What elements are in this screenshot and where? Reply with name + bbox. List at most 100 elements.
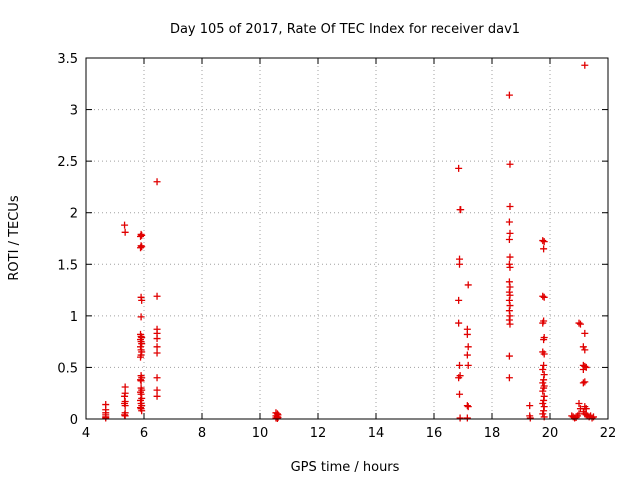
data-point	[505, 91, 513, 99]
x-tick-label: 20	[542, 426, 559, 441]
data-point	[539, 365, 547, 373]
data-point	[576, 320, 584, 328]
data-point	[121, 221, 129, 229]
data-point	[464, 361, 472, 369]
data-point	[581, 61, 589, 69]
y-tick-label: 2.5	[57, 155, 78, 170]
data-point	[464, 403, 472, 411]
data-point	[539, 410, 547, 418]
chart-title: Day 105 of 2017, Rate Of TEC Index for r…	[170, 22, 520, 37]
data-point	[456, 414, 464, 422]
data-point	[540, 384, 548, 392]
data-point	[506, 160, 514, 168]
data-point	[153, 335, 161, 343]
data-point	[137, 244, 145, 252]
data-point	[540, 396, 548, 404]
data-point	[581, 346, 589, 354]
data-point	[456, 390, 464, 398]
y-axis-label: ROTI / TECUs	[7, 195, 22, 280]
data-point	[588, 414, 596, 422]
data-point	[526, 402, 534, 410]
data-point	[121, 402, 129, 410]
data-point	[506, 229, 514, 237]
data-point	[539, 379, 547, 387]
data-point	[572, 413, 580, 421]
data-point	[463, 402, 471, 410]
x-tick-label: 10	[252, 426, 269, 441]
data-point	[137, 232, 145, 240]
y-tick-label: 0.5	[57, 361, 78, 376]
data-point	[456, 361, 464, 369]
x-tick-label: 4	[82, 426, 90, 441]
data-point	[539, 387, 547, 395]
data-point	[540, 336, 548, 344]
data-point	[464, 343, 472, 351]
data-point	[539, 319, 547, 327]
data-point	[526, 414, 534, 422]
data-point	[540, 350, 548, 358]
data-point	[455, 296, 463, 304]
data-point	[463, 330, 471, 338]
data-point	[153, 292, 161, 300]
data-point	[138, 407, 146, 415]
data-point	[153, 392, 161, 400]
data-point	[137, 313, 145, 321]
y-tick-label: 0	[70, 413, 78, 428]
data-point	[575, 400, 583, 408]
data-point	[121, 412, 129, 420]
data-point	[540, 361, 548, 369]
data-point	[463, 351, 471, 359]
grid-lines	[86, 58, 608, 419]
data-point	[581, 362, 589, 370]
data-point	[138, 340, 146, 348]
data-point	[273, 414, 281, 422]
data-point	[121, 228, 129, 236]
data-points	[102, 61, 597, 422]
data-point	[464, 281, 472, 289]
data-point	[153, 343, 161, 351]
data-point	[153, 349, 161, 357]
x-tick-label: 16	[426, 426, 443, 441]
data-point	[540, 293, 548, 301]
data-point	[581, 378, 589, 386]
data-point	[121, 383, 129, 391]
data-point	[455, 164, 463, 172]
data-point	[138, 243, 146, 251]
data-point	[540, 407, 548, 415]
data-point	[581, 329, 589, 337]
data-point	[102, 414, 110, 422]
data-point	[540, 245, 548, 253]
data-point	[505, 236, 513, 244]
data-point	[153, 386, 161, 394]
axis-ticks	[85, 57, 609, 420]
x-tick-label: 18	[484, 426, 501, 441]
data-point	[138, 231, 146, 239]
data-point	[505, 218, 513, 226]
y-tick-label: 3.5	[57, 52, 78, 67]
data-point	[506, 320, 514, 328]
data-point	[463, 414, 471, 422]
data-point	[505, 352, 513, 360]
data-point	[153, 374, 161, 382]
data-point	[506, 203, 514, 211]
data-point	[153, 178, 161, 186]
x-tick-label: 6	[140, 426, 148, 441]
data-point	[579, 365, 587, 373]
x-tick-label: 12	[310, 426, 327, 441]
data-point	[539, 237, 547, 245]
x-axis-label: GPS time / hours	[291, 460, 400, 475]
data-point	[579, 379, 587, 387]
y-tick-label: 3	[70, 104, 78, 119]
plot-frame	[85, 57, 609, 420]
x-tick-label: 14	[368, 426, 385, 441]
data-point	[539, 400, 547, 408]
data-point	[457, 206, 465, 214]
data-point	[540, 238, 548, 246]
data-point	[138, 296, 146, 304]
data-point	[455, 374, 463, 382]
data-point	[456, 260, 464, 268]
y-tick-label: 2	[70, 207, 78, 222]
data-point	[137, 353, 145, 361]
y-tick-label: 1.5	[57, 258, 78, 273]
